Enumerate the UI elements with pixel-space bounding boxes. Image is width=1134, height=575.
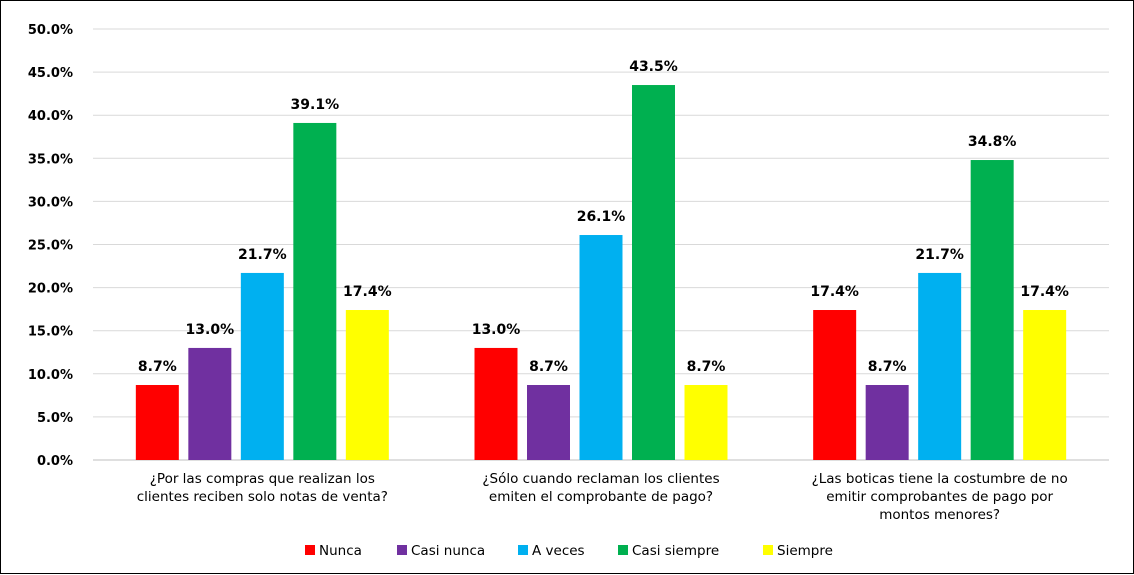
legend-swatch	[763, 545, 773, 555]
data-label: 34.8%	[968, 134, 1017, 150]
bar	[527, 385, 570, 460]
data-label: 17.4%	[1020, 284, 1069, 300]
legend-label: Casi nunca	[411, 543, 485, 559]
data-label: 17.4%	[343, 284, 392, 300]
category-label: emiten el comprobante de pago?	[489, 489, 713, 505]
bar	[1023, 310, 1067, 460]
data-label: 8.7%	[138, 359, 177, 375]
data-label: 8.7%	[687, 359, 726, 375]
data-label: 43.5%	[629, 59, 678, 75]
data-label: 13.0%	[472, 322, 521, 338]
bar	[474, 347, 518, 460]
data-label: 17.4%	[810, 284, 859, 300]
bar	[135, 385, 179, 460]
data-label: 26.1%	[577, 209, 626, 225]
bar	[684, 385, 728, 460]
data-label: 21.7%	[915, 247, 964, 263]
data-label: 8.7%	[868, 359, 907, 375]
y-tick-label: 5.0%	[37, 411, 73, 426]
category-label: emitir comprobantes de pago por	[826, 489, 1053, 505]
legend-label: Nunca	[319, 543, 362, 559]
y-tick-label: 15.0%	[28, 325, 73, 340]
category-label: ¿Por las compras que realizan los	[150, 471, 375, 487]
bar	[293, 122, 337, 460]
category-label: clientes reciben solo notas de venta?	[137, 489, 388, 505]
data-label: 39.1%	[291, 97, 340, 113]
bar	[345, 310, 389, 460]
data-label: 8.7%	[529, 359, 568, 375]
y-tick-label: 30.0%	[28, 195, 73, 210]
y-tick-label: 40.0%	[28, 109, 73, 124]
legend-label: Siempre	[777, 543, 833, 559]
y-tick-label: 20.0%	[28, 282, 73, 297]
bar	[813, 310, 857, 460]
legend-swatch	[397, 545, 407, 555]
bar	[240, 272, 284, 460]
legend-swatch	[618, 545, 628, 555]
y-tick-label: 50.0%	[28, 23, 73, 38]
y-tick-label: 45.0%	[28, 66, 73, 81]
bar	[579, 235, 623, 460]
y-tick-label: 35.0%	[28, 152, 73, 167]
y-tick-label: 25.0%	[28, 239, 73, 254]
legend-swatch	[518, 545, 528, 555]
legend-label: Casi siempre	[632, 543, 719, 559]
y-tick-label: 0.0%	[37, 454, 73, 469]
bar	[918, 272, 962, 460]
category-label: montos menores?	[879, 507, 1000, 523]
data-label: 21.7%	[238, 247, 287, 263]
bar	[188, 347, 232, 460]
data-label: 13.0%	[186, 322, 235, 338]
category-label: ¿Sólo cuando reclaman los clientes	[482, 471, 719, 487]
bar	[970, 160, 1014, 461]
legend-swatch	[305, 545, 315, 555]
y-tick-label: 10.0%	[28, 368, 73, 383]
category-label: ¿Las boticas tiene la costumbre de no	[812, 471, 1068, 487]
bar	[632, 85, 675, 460]
legend-label: A veces	[532, 543, 585, 559]
bar	[865, 385, 909, 460]
